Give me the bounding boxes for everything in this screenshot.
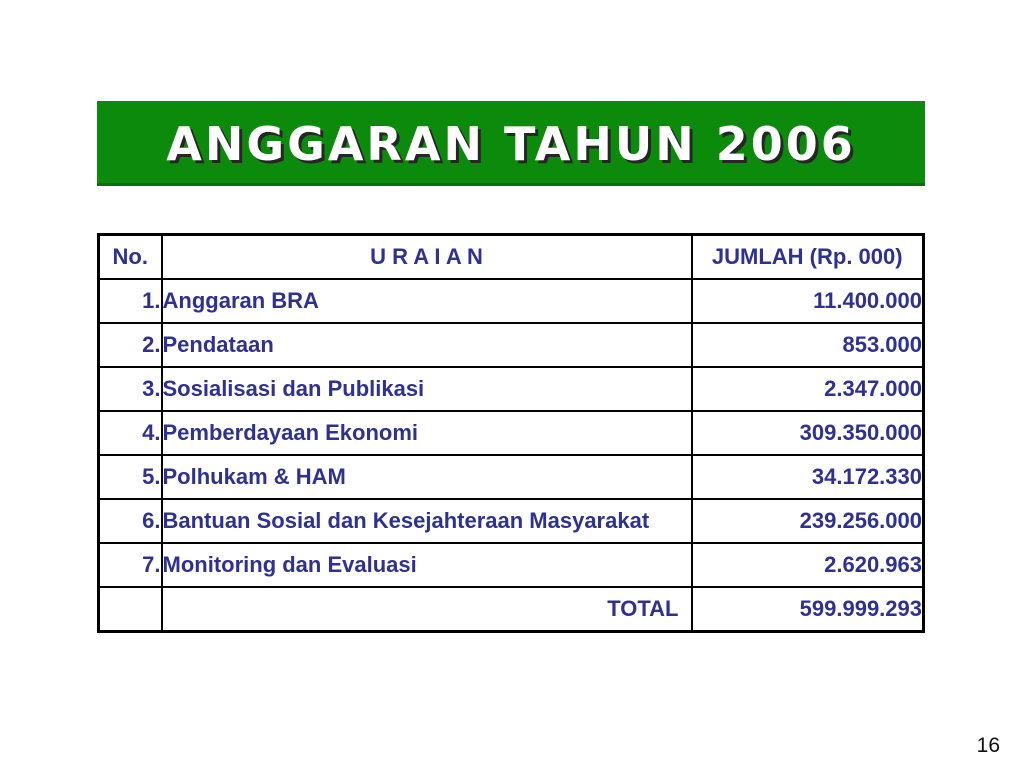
- row-uraian: Pemberdayaan Ekonomi: [160, 410, 693, 456]
- row-uraian: Bantuan Sosial dan Kesejahteraan Masyara…: [160, 498, 693, 544]
- row-jumlah: 853.000: [690, 322, 925, 368]
- row-jumlah: 2.347.000: [690, 366, 925, 412]
- header-uraian: U R A I A N: [160, 233, 693, 280]
- page-number: 16: [976, 734, 1000, 757]
- row-number: 4.: [97, 410, 163, 456]
- row-uraian: Monitoring dan Evaluasi: [160, 542, 693, 588]
- total-no-cell: [97, 586, 163, 633]
- row-number: 5.: [97, 454, 163, 500]
- header-jumlah: JUMLAH (Rp. 000): [690, 233, 925, 280]
- row-uraian: Sosialisasi dan Publikasi: [160, 366, 693, 412]
- total-row: TOTAL 599.999.293: [97, 586, 925, 633]
- row-number: 6.: [97, 498, 163, 544]
- table-row: 7. Monitoring dan Evaluasi 2.620.963: [97, 542, 925, 588]
- row-jumlah: 309.350.000: [690, 410, 925, 456]
- header-no: No.: [97, 233, 163, 280]
- total-amount: 599.999.293: [690, 586, 925, 633]
- row-number: 1.: [97, 278, 163, 324]
- row-jumlah: 239.256.000: [690, 498, 925, 544]
- table-row: 4. Pemberdayaan Ekonomi 309.350.000: [97, 410, 925, 456]
- row-uraian: Anggaran BRA: [160, 278, 693, 324]
- table-row: 6. Bantuan Sosial dan Kesejahteraan Masya…: [97, 498, 925, 544]
- table-row: 3. Sosialisasi dan Publikasi 2.347.000: [97, 366, 925, 412]
- row-jumlah: 34.172.330: [690, 454, 925, 500]
- row-number: 7.: [97, 542, 163, 588]
- table-row: 2. Pendataan 853.000: [97, 322, 925, 368]
- slide-title: ANGGARAN TAHUN 2006: [166, 116, 856, 171]
- row-jumlah: 11.400.000: [690, 278, 925, 324]
- budget-table-body: 1. Anggaran BRA 11.400.000 2. Pendataan 853.0…: [97, 278, 925, 588]
- row-number: 3.: [97, 366, 163, 412]
- row-jumlah: 2.620.963: [690, 542, 925, 588]
- table-header-row: No. U R A I A N JUMLAH (Rp. 000): [97, 233, 925, 280]
- total-label: TOTAL: [160, 586, 693, 633]
- table-row: 1. Anggaran BRA 11.400.000: [97, 278, 925, 324]
- row-uraian: Polhukam & HAM: [160, 454, 693, 500]
- table-row: 5. Polhukam & HAM 34.172.330: [97, 454, 925, 500]
- title-banner: ANGGARAN TAHUN 2006: [97, 101, 925, 186]
- row-number: 2.: [97, 322, 163, 368]
- budget-table: No. U R A I A N JUMLAH (Rp. 000) 1. Angga…: [97, 233, 925, 633]
- row-uraian: Pendataan: [160, 322, 693, 368]
